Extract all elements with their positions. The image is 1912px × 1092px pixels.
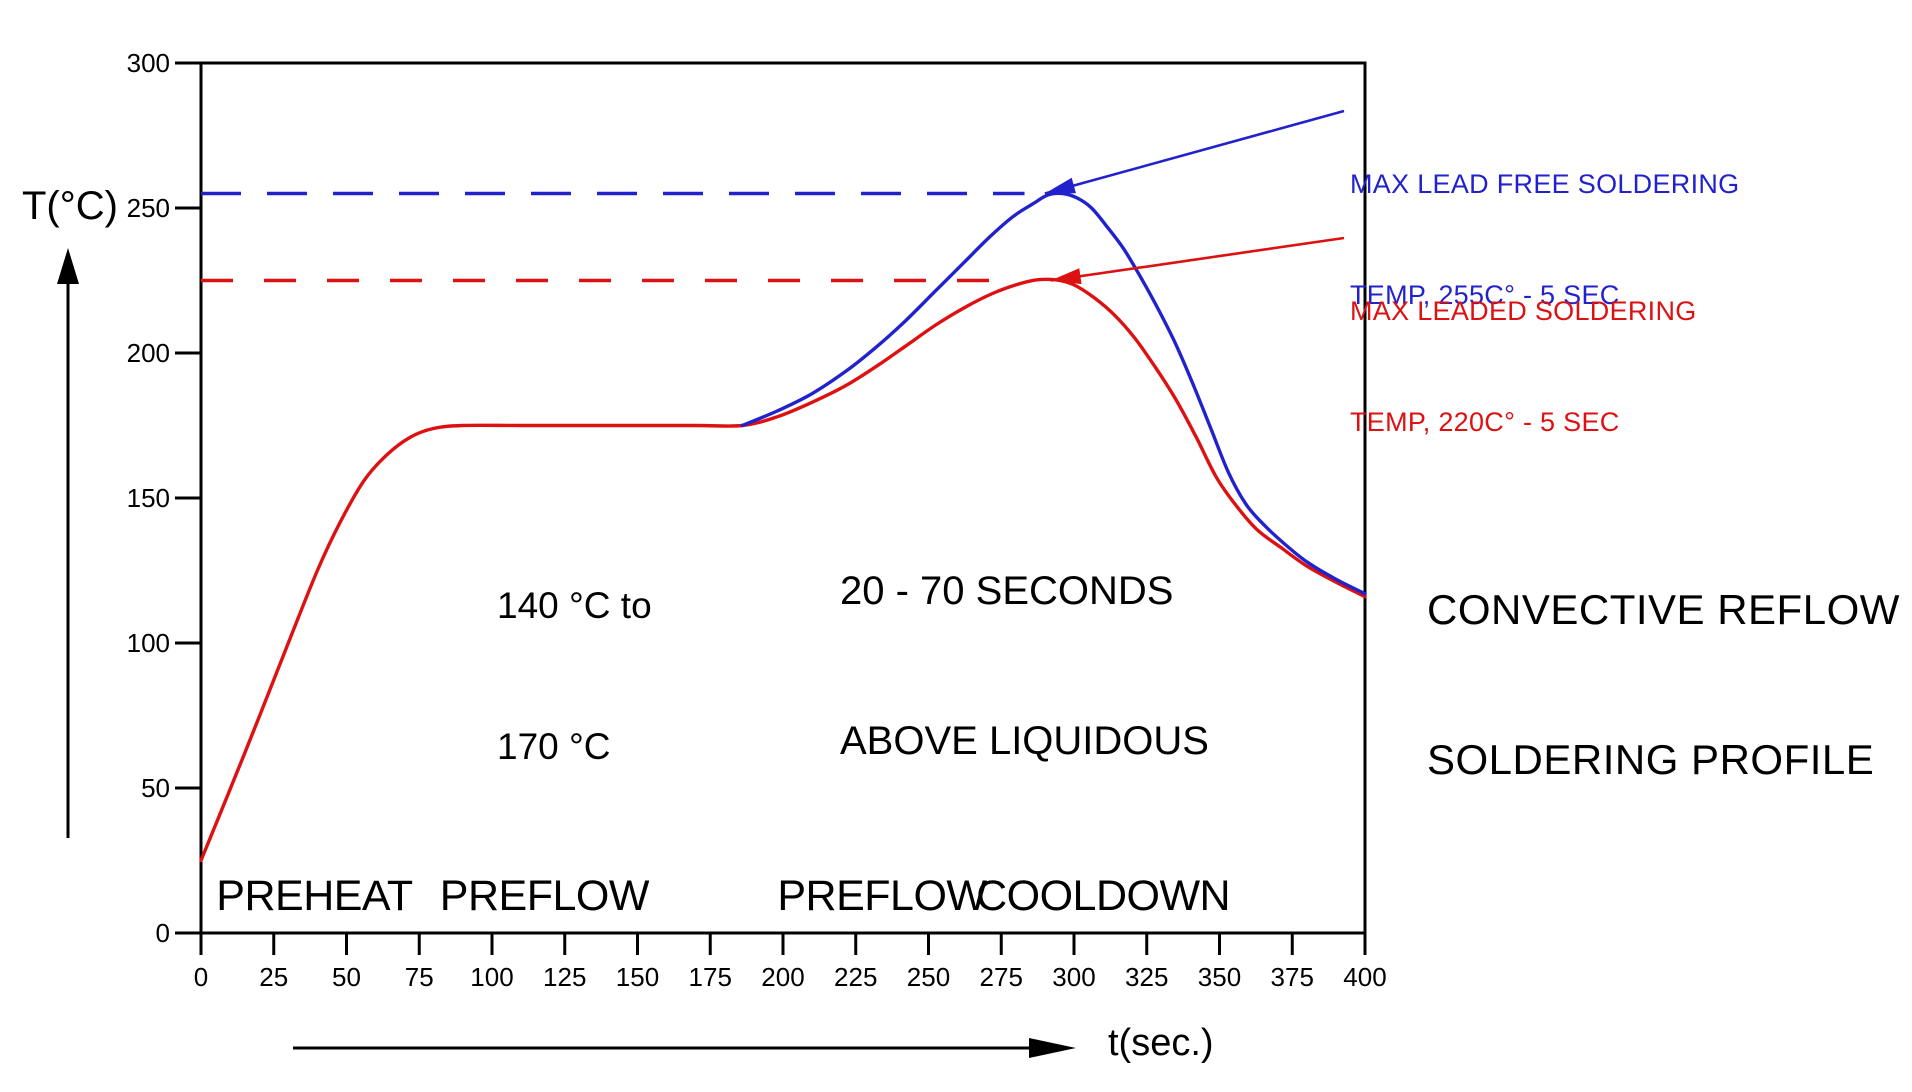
x-tick-label: 75: [404, 962, 434, 992]
x-tick-label: 250: [906, 962, 951, 992]
x-tick-label: 225: [834, 962, 878, 992]
phase-label-preheat: PREHEAT: [216, 872, 413, 920]
curve-lead-free-profile: [740, 191, 1367, 596]
phase-label-cooldown: COOLDOWN: [976, 872, 1231, 920]
x-tick-label: 300: [1052, 962, 1096, 992]
note-line: ABOVE LIQUIDOUS: [840, 719, 1209, 763]
x-tick-label: 0: [193, 962, 209, 992]
x-tick-label: 400: [1343, 962, 1387, 992]
annotation-line: MAX LEADED SOLDERING: [1350, 296, 1697, 326]
y-tick-label: 300: [126, 48, 170, 78]
x-tick-label: 100: [470, 962, 514, 992]
figure-title-line: SOLDERING PROFILE: [1427, 736, 1875, 783]
y-tick-label: 200: [126, 338, 170, 368]
leader-line-max-lead-free: [1044, 109, 1345, 195]
annotation-line: TEMP, 255C° - 5 SEC: [1350, 280, 1620, 310]
figure-title-line: CONVECTIVE REFLOW: [1427, 586, 1900, 633]
x-tick-label: 325: [1125, 962, 1169, 992]
x-tick-label: 50: [332, 962, 361, 992]
x-tick-label: 350: [1197, 962, 1242, 992]
x-tick-label: 150: [615, 962, 660, 992]
x-tick-label: 375: [1270, 962, 1314, 992]
annotation-line: MAX LEAD FREE SOLDERING: [1350, 169, 1740, 199]
annotation-max-leaded: MAX LEADED SOLDERING TEMP, 220C° - 5 SEC: [1350, 219, 1697, 515]
note-line: 170 °C: [497, 726, 611, 767]
leader-line-max-leaded: [1050, 236, 1345, 282]
annotation-max-lead-free: MAX LEAD FREE SOLDERING TEMP, 255C° - 5 …: [1350, 92, 1740, 388]
figure-title: CONVECTIVE REFLOW SOLDERING PROFILE: [1427, 485, 1900, 885]
y-axis-title: T(°C): [22, 184, 118, 228]
leader-arrowhead-max-leaded: [1050, 268, 1082, 285]
y-tick-label: 0: [155, 918, 170, 948]
x-axis-title: t(sec.): [1108, 1022, 1214, 1064]
curve-leaded-profile: [199, 277, 1367, 863]
y-tick-label: 100: [126, 628, 170, 658]
phase-label-preflow: PREFLOW: [439, 872, 650, 920]
note-line: 140 °C to: [497, 585, 652, 626]
temp-arrow-head-icon: [57, 248, 79, 284]
y-tick-label: 50: [141, 773, 170, 803]
y-tick-label: 150: [126, 483, 170, 513]
x-tick-label: 175: [688, 962, 732, 992]
phase-label-preflow: PREFLOW: [777, 872, 987, 920]
x-tick-label: 125: [543, 962, 587, 992]
note-line: 20 - 70 SECONDS: [840, 569, 1174, 613]
note-above-liquidous: 20 - 70 SECONDS ABOVE LIQUIDOUS: [840, 466, 1209, 866]
note-soak-temp-range: 140 °C to 170 °C: [497, 488, 652, 864]
x-tick-label: 25: [259, 962, 289, 992]
annotation-line: TEMP, 220C° - 5 SEC: [1350, 407, 1620, 437]
x-tick-label: 275: [979, 962, 1023, 992]
leader-arrowhead-max-lead-free: [1044, 177, 1076, 194]
time-arrow-head-icon: [1029, 1038, 1076, 1058]
y-tick-label: 250: [126, 193, 170, 223]
x-tick-label: 200: [761, 962, 805, 992]
